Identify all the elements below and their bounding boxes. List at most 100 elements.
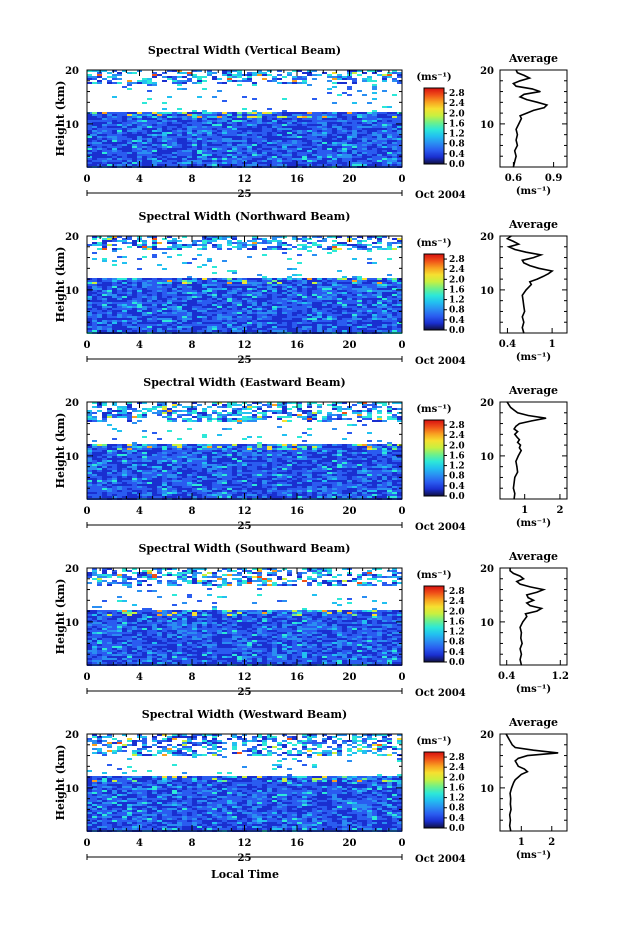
heatmap-cell: [307, 112, 312, 114]
heatmap-cell: [237, 314, 242, 316]
heatmap-cell: [227, 324, 232, 326]
heatmap-cell: [372, 316, 377, 318]
heatmap-cell: [372, 282, 377, 284]
heatmap-cell: [352, 300, 357, 302]
heatmap-cell: [327, 420, 332, 422]
heatmap-cell: [387, 128, 392, 130]
heatmap-cell: [102, 278, 107, 280]
heatmap-cell: [202, 290, 207, 292]
heatmap-cell: [372, 144, 377, 146]
heatmap-cell: [102, 322, 107, 324]
heatmap-cell: [362, 330, 367, 332]
heatmap-cell: [162, 296, 167, 298]
heatmap-cell: [212, 132, 217, 134]
heatmap-cell: [302, 312, 307, 314]
heatmap-cell: [247, 314, 252, 316]
heatmap-cell: [122, 308, 127, 310]
heatmap-cell: [102, 328, 107, 330]
x-tick-label: 0: [399, 174, 406, 185]
heatmap-cell: [312, 444, 317, 446]
heatmap-cell: [362, 444, 367, 446]
heatmap-cell: [222, 112, 227, 114]
heatmap-cell: [152, 242, 157, 244]
heatmap-cell: [377, 138, 382, 140]
heatmap-cell: [232, 294, 237, 296]
heatmap-cell: [162, 80, 167, 82]
heatmap-cell: [347, 128, 352, 130]
heatmap-cell: [302, 78, 307, 80]
x-tick-label: 0: [84, 340, 91, 351]
heatmap-cell: [202, 154, 207, 156]
heatmap-cell: [162, 268, 167, 270]
heatmap-cell: [377, 288, 382, 290]
heatmap-cell: [372, 152, 377, 154]
heatmap-cell: [232, 290, 237, 292]
heatmap-cell: [117, 328, 122, 330]
heatmap-cell: [197, 124, 202, 126]
heatmap-cell: [142, 114, 147, 116]
heatmap-cell: [257, 328, 262, 330]
heatmap-cell: [152, 142, 157, 144]
heatmap-cell: [112, 428, 117, 430]
heatmap-cell: [347, 288, 352, 290]
heatmap-cell: [92, 156, 97, 158]
heatmap-cell: [277, 288, 282, 290]
heatmap-cell: [352, 102, 357, 104]
heatmap-cell: [102, 298, 107, 300]
heatmap-cell: [372, 148, 377, 150]
heatmap-cell: [277, 142, 282, 144]
heatmap-cell: [87, 70, 92, 72]
heatmap-cell: [392, 402, 397, 404]
heatmap-cell: [282, 326, 287, 328]
heatmap-cell: [127, 164, 132, 166]
heatmap-cell: [252, 146, 257, 148]
heatmap-cell: [162, 304, 167, 306]
heatmap-cell: [297, 312, 302, 314]
heatmap-cell: [172, 80, 177, 82]
heatmap-cell: [127, 160, 132, 162]
heatmap-cell: [102, 144, 107, 146]
heatmap-cell: [347, 320, 352, 322]
heatmap-cell: [177, 300, 182, 302]
heatmap-cell: [337, 294, 342, 296]
heatmap-cell: [162, 284, 167, 286]
colorbar-tick-label: 2.0: [449, 275, 465, 285]
heatmap-cell: [127, 304, 132, 306]
heatmap-cell: [387, 312, 392, 314]
heatmap-cell: [377, 304, 382, 306]
heatmap-cell: [262, 280, 267, 282]
heatmap-cell: [167, 154, 172, 156]
heatmap-cell: [352, 114, 357, 116]
heatmap-cell: [362, 278, 367, 280]
heatmap-cell: [147, 286, 152, 288]
heatmap-cell: [247, 162, 252, 164]
heatmap-cell: [217, 142, 222, 144]
average-profile-point: [522, 300, 524, 302]
heatmap-cell: [167, 430, 172, 432]
heatmap-cell: [247, 144, 252, 146]
heatmap-cell: [107, 446, 112, 448]
heatmap-cell: [92, 130, 97, 132]
heatmap-cell: [102, 416, 107, 418]
heatmap-cell: [302, 140, 307, 142]
heatmap-cell: [287, 244, 292, 246]
heatmap-cell: [252, 112, 257, 114]
heatmap-cell: [162, 416, 167, 418]
colorbar: [423, 87, 445, 165]
heatmap-cell: [267, 242, 272, 244]
heatmap-cell: [207, 134, 212, 136]
heatmap-cell: [122, 116, 127, 118]
heatmap-cell: [162, 326, 167, 328]
heatmap-cell: [252, 308, 257, 310]
heatmap-cell: [312, 290, 317, 292]
heatmap-cell: [112, 122, 117, 124]
heatmap-cell: [182, 308, 187, 310]
heatmap-cell: [277, 70, 282, 72]
heatmap-cell: [87, 124, 92, 126]
heatmap-cell: [232, 330, 237, 332]
heatmap-cell: [317, 304, 322, 306]
heatmap-cell: [247, 310, 252, 312]
heatmap-cell: [177, 124, 182, 126]
average-profile-point: [526, 99, 528, 101]
heatmap-cell: [117, 122, 122, 124]
